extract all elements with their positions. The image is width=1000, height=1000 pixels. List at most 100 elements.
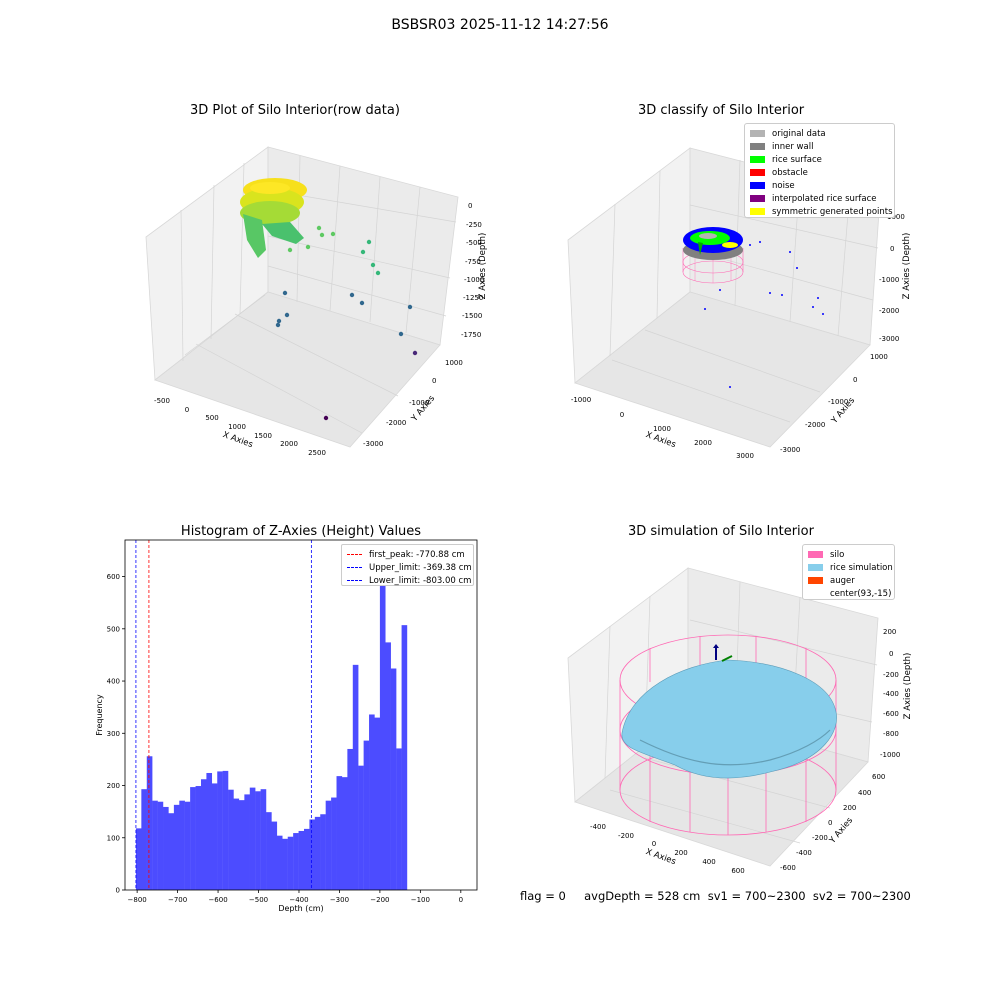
histogram-x-axis-label: Depth (cm): [278, 904, 323, 913]
x-tick-label: −700: [168, 896, 187, 904]
raw-x-tick: 500: [205, 414, 218, 422]
histogram-y-axis-label: Frequency: [95, 694, 104, 736]
raw-x-tick: 2500: [308, 449, 326, 457]
sim-y-tick: -200: [812, 834, 828, 842]
sim-x-tick: 200: [674, 849, 687, 857]
histogram-bar: [320, 814, 326, 890]
legend-swatch: [750, 169, 765, 176]
raw-plot-panes: [145, 146, 459, 448]
histogram-bar: [244, 794, 250, 890]
depth-histogram[interactable]: −800 −700 −600 −500 −400 −300 −200 −100 0 0 100 20…: [0, 0, 500, 1000]
classify-y-tick: -2000: [805, 421, 825, 429]
x-tick-label: −600: [208, 896, 227, 904]
histogram-bar: [336, 776, 343, 890]
legend-label: symmetric generated points: [772, 206, 893, 217]
sim-y-tick: -400: [796, 849, 812, 857]
histogram-bar: [135, 828, 142, 890]
legend-label: inner wall: [772, 141, 814, 152]
histogram-bar: [260, 789, 267, 890]
legend-swatch: [808, 564, 823, 571]
simulation-y-tick-labels: 600 400 200 0 -200 -400 -600: [780, 773, 885, 872]
classify-z-tick: -3000: [879, 335, 899, 343]
histogram-bar: [266, 812, 272, 890]
histogram-bar: [173, 804, 180, 890]
classify-3d-plot[interactable]: -1000 0 1000 2000 3000 X Axies 1000 0 -1…: [550, 130, 1000, 470]
legend-label: original data: [772, 128, 826, 139]
x-tick-label: −200: [370, 896, 389, 904]
histogram-bar: [276, 835, 283, 890]
raw-z-tick: -1500: [462, 312, 482, 320]
raw-plot-y-tick-labels: 1000 0 -1000 -2000 -3000: [363, 359, 463, 448]
legend-label: obstacle: [772, 167, 808, 178]
sim-z-tick: -1000: [880, 751, 900, 759]
simulation-3d-plot[interactable]: -400 -200 0 200 400 600 X Axies 600 400 …: [550, 550, 1000, 880]
x-tick-label: 0: [459, 896, 463, 904]
sim-z-tick: -600: [883, 710, 899, 718]
legend-entry: interpolated rice surface: [750, 192, 889, 205]
classify-plot-gridlines: [609, 159, 879, 423]
histogram-bar: [369, 714, 375, 890]
raw-plot-x-tick-labels: -500 0 500 1000 1500 2000 2500: [154, 397, 326, 457]
sim-y-tick: 200: [843, 804, 856, 812]
classify-z-axis-label: Z Axies (Depth): [902, 233, 912, 300]
histogram-bar: [168, 813, 175, 890]
legend-label: center(93,-15): [830, 588, 892, 599]
histogram-bar: [228, 789, 234, 890]
classify-y-tick: 0: [853, 376, 857, 384]
sim-x-tick: 600: [731, 867, 744, 875]
classify-z-tick: -1000: [879, 276, 899, 284]
raw-y-tick: -1000: [409, 399, 429, 407]
histogram-bar: [179, 800, 185, 890]
raw-x-tick: 1500: [254, 432, 272, 440]
classify-x-tick: -1000: [571, 396, 591, 404]
raw-z-axis-label: Z Axies (Depth): [478, 233, 488, 300]
raw-plot-title: 3D Plot of Silo Interior(row data): [190, 103, 400, 118]
legend-line-red: [347, 554, 362, 555]
classify-silo-cylinder: [682, 227, 744, 284]
rice-simulation-surface: [621, 659, 837, 779]
legend-entry: rice simulation: [808, 561, 893, 574]
y-tick-label: 200: [107, 782, 120, 790]
histogram-bar: [211, 783, 218, 890]
raw-data-3d-plot[interactable]: -500 0 500 1000 1500 2000 2500 X Axies 1…: [0, 130, 500, 590]
raw-x-tick: 1000: [228, 423, 246, 431]
y-tick-label: 300: [107, 730, 120, 738]
legend-entry: original data: [750, 127, 889, 140]
sim-z-tick: -800: [883, 730, 899, 738]
sim-x-tick: -200: [618, 832, 634, 840]
raw-x-tick: 0: [185, 406, 189, 414]
histogram-vlines: [135, 540, 312, 890]
auger-center-marker: [713, 644, 733, 662]
histogram-bar: [401, 625, 408, 890]
classify-y-tick-labels: 1000 0 -1000 -2000 -3000: [780, 353, 888, 454]
legend-label: Upper_limit: -369.38 cm: [369, 562, 472, 573]
y-tick-label: 600: [107, 573, 120, 581]
simulation-x-axis-label: X Axies: [644, 847, 677, 867]
histogram-bar: [293, 833, 299, 890]
figure-title: BSBSR03 2025-11-12 14:27:56: [391, 17, 609, 33]
histogram-bar: [287, 836, 294, 890]
sim-z-tick: -400: [883, 690, 899, 698]
histogram-bar: [298, 830, 305, 890]
histogram-bar: [331, 797, 337, 890]
legend-swatch: [808, 590, 823, 597]
histogram-bar: [255, 791, 261, 890]
classify-x-axis-label: X Axies: [644, 430, 677, 450]
histogram-bar: [271, 821, 278, 890]
histogram-bars: [135, 575, 408, 890]
x-tick-label: −800: [128, 896, 147, 904]
classify-legend: original data inner wall rice surface ob…: [744, 123, 895, 218]
sim-y-tick: 400: [858, 789, 871, 797]
histogram-bar: [233, 798, 240, 890]
classify-x-tick: 1000: [653, 425, 671, 433]
raw-plot-z-tick-labels: 0 -250 -500 -750 -1000 -1250 -1500 -1750: [461, 202, 484, 339]
raw-z-tick: -750: [465, 258, 481, 266]
classify-x-tick-labels: -1000 0 1000 2000 3000: [571, 396, 754, 460]
histogram-bar: [390, 668, 397, 890]
legend-swatch: [750, 156, 765, 163]
histogram-x-ticks: −800 −700 −600 −500 −400 −300 −200 −100 0: [128, 890, 463, 904]
classify-y-tick: 1000: [870, 353, 888, 361]
histogram-bar: [200, 779, 207, 890]
classify-plot-panes: [567, 147, 881, 448]
histogram-legend: first_peak: -770.88 cm Upper_limit: -369…: [341, 544, 474, 586]
